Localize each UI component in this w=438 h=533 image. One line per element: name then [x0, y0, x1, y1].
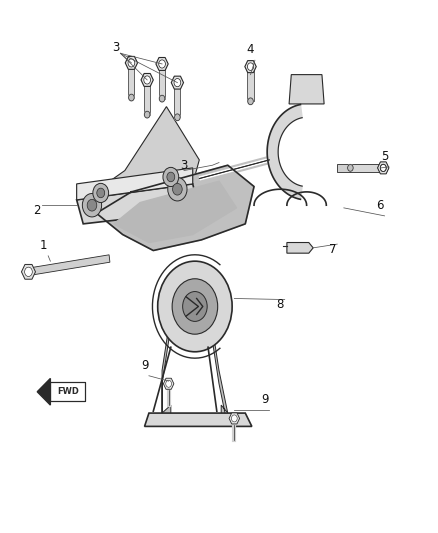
Polygon shape	[77, 168, 193, 200]
Text: 7: 7	[329, 243, 337, 256]
Text: 4: 4	[247, 43, 254, 56]
Circle shape	[175, 114, 180, 120]
Circle shape	[93, 183, 109, 203]
Polygon shape	[212, 328, 228, 426]
Circle shape	[248, 98, 253, 104]
Circle shape	[348, 165, 353, 171]
Text: 9: 9	[261, 393, 269, 406]
Polygon shape	[289, 75, 324, 104]
Circle shape	[158, 261, 232, 352]
Polygon shape	[378, 163, 389, 173]
Circle shape	[166, 380, 172, 387]
Polygon shape	[28, 255, 110, 276]
Polygon shape	[50, 382, 85, 401]
Polygon shape	[83, 107, 199, 200]
Polygon shape	[156, 58, 168, 70]
Polygon shape	[96, 165, 254, 251]
Circle shape	[183, 292, 207, 321]
Polygon shape	[114, 181, 237, 243]
Polygon shape	[145, 413, 252, 426]
Polygon shape	[141, 74, 153, 86]
Circle shape	[159, 60, 166, 68]
Polygon shape	[171, 76, 184, 89]
Circle shape	[247, 63, 254, 70]
Text: 1: 1	[40, 239, 48, 252]
Polygon shape	[267, 104, 302, 199]
Polygon shape	[162, 328, 171, 426]
Circle shape	[168, 177, 187, 201]
Polygon shape	[144, 80, 150, 115]
Polygon shape	[247, 67, 254, 101]
Polygon shape	[350, 164, 383, 172]
Text: 3: 3	[113, 42, 120, 54]
Text: 3: 3	[180, 159, 187, 172]
Polygon shape	[229, 413, 240, 424]
Polygon shape	[378, 162, 389, 174]
Circle shape	[87, 199, 97, 211]
Polygon shape	[128, 63, 134, 98]
Text: 6: 6	[376, 199, 384, 212]
Circle shape	[129, 94, 134, 101]
Circle shape	[163, 167, 179, 187]
Text: 8: 8	[277, 298, 284, 311]
Polygon shape	[159, 64, 165, 99]
Circle shape	[380, 164, 386, 172]
Polygon shape	[174, 83, 180, 117]
Polygon shape	[337, 164, 383, 172]
Text: 2: 2	[33, 204, 41, 217]
Polygon shape	[287, 243, 313, 253]
Polygon shape	[125, 56, 138, 69]
Polygon shape	[245, 61, 256, 72]
Text: 9: 9	[141, 359, 148, 372]
Circle shape	[145, 111, 150, 118]
Circle shape	[172, 279, 218, 334]
Circle shape	[144, 76, 151, 84]
Circle shape	[167, 172, 175, 182]
Circle shape	[173, 183, 182, 195]
Circle shape	[97, 188, 105, 198]
Polygon shape	[163, 378, 174, 389]
Circle shape	[380, 164, 386, 172]
Text: 5: 5	[381, 150, 388, 163]
Polygon shape	[21, 264, 35, 279]
Circle shape	[128, 59, 135, 67]
Circle shape	[25, 267, 32, 277]
Polygon shape	[77, 184, 199, 224]
Text: FWD: FWD	[57, 387, 79, 396]
Circle shape	[82, 193, 102, 217]
Polygon shape	[37, 378, 50, 405]
Circle shape	[159, 95, 165, 102]
Circle shape	[174, 78, 181, 87]
Circle shape	[231, 415, 237, 422]
